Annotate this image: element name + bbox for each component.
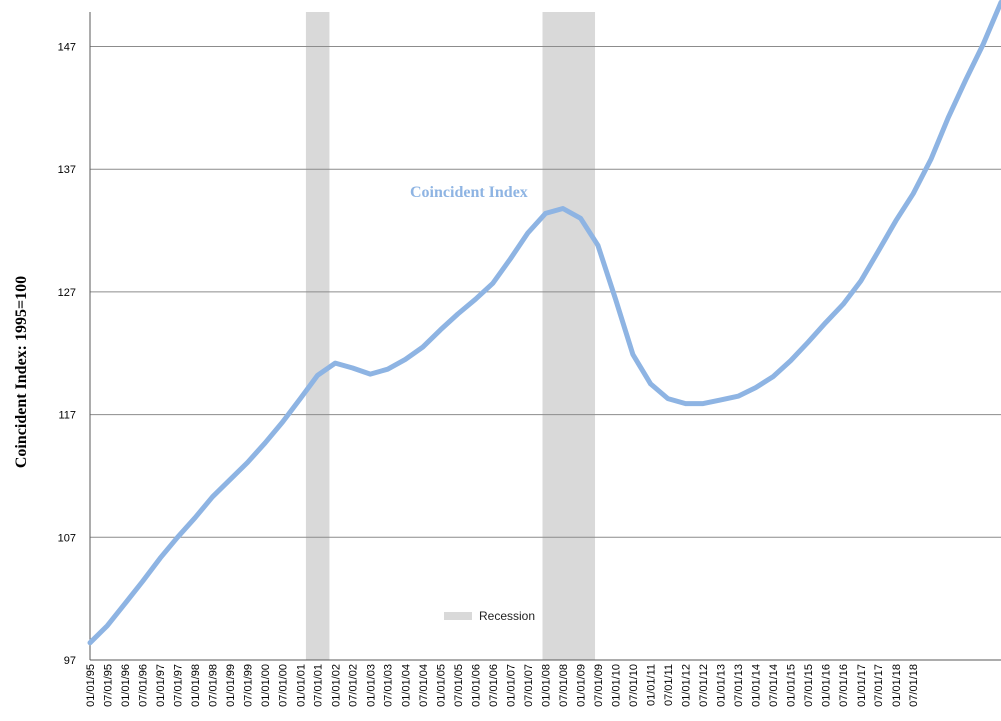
- y-tick-label: 107: [58, 532, 76, 544]
- x-tick-label: 07/01/98: [207, 664, 219, 707]
- x-tick-label: 01/01/01: [295, 664, 307, 707]
- x-tick-label: 01/01/98: [190, 664, 202, 707]
- x-tick-label: 07/01/95: [102, 664, 114, 707]
- x-tick-label: 01/01/04: [400, 664, 412, 707]
- x-tick-label: 01/01/06: [470, 664, 482, 707]
- x-tick-label: 07/01/05: [453, 664, 465, 707]
- x-tick-label: 07/01/01: [313, 664, 325, 707]
- legend-label-recession: Recession: [479, 609, 536, 623]
- y-tick-label: 147: [58, 42, 76, 54]
- x-tick-label: 01/01/18: [891, 664, 903, 707]
- x-tick-label: 07/01/17: [873, 664, 885, 707]
- x-tick-label: 01/01/14: [751, 664, 763, 707]
- x-tick-label: 07/01/02: [348, 664, 360, 707]
- x-tick-label: 07/01/03: [383, 664, 395, 707]
- x-tick-label: 07/01/09: [593, 664, 605, 707]
- x-tick-label: 01/01/02: [330, 664, 342, 707]
- y-axis-label: Coincident Index: 1995=100: [13, 275, 30, 469]
- x-tick-label: 01/01/17: [856, 664, 868, 707]
- x-tick-label: 01/01/97: [155, 664, 167, 707]
- x-tick-label: 01/01/10: [611, 664, 623, 707]
- x-tick-label: 07/01/16: [838, 664, 850, 707]
- x-tick-label: 07/01/12: [698, 664, 710, 707]
- x-tick-label: 07/01/13: [733, 664, 745, 707]
- x-tick-label: 01/01/07: [505, 664, 517, 707]
- x-tick-label: 07/01/97: [172, 664, 184, 707]
- series-line-1: [87, 0, 1001, 646]
- x-tick-label: 07/01/18: [908, 664, 920, 707]
- x-tick-label: 01/01/99: [225, 664, 237, 707]
- x-tick-label: 07/01/06: [488, 664, 500, 707]
- x-tick-label: 01/01/95: [85, 664, 97, 707]
- x-tick-label: 01/01/08: [540, 664, 552, 707]
- x-tick-label: 07/01/10: [628, 664, 640, 707]
- recession-band-1: [305, 12, 330, 660]
- x-tick-label: 01/01/15: [786, 664, 798, 707]
- x-tick-label: 01/01/00: [260, 664, 272, 707]
- recession-band-2: [542, 12, 596, 660]
- x-tick-label: 07/01/14: [768, 664, 780, 707]
- legend-swatch-recession: [444, 612, 472, 620]
- x-tick-label: 07/01/96: [137, 664, 149, 707]
- y-tick-label: 137: [58, 164, 76, 176]
- x-tick-label: 01/01/16: [821, 664, 833, 707]
- legend: Recession: [444, 609, 535, 623]
- x-tick-label: 07/01/00: [278, 664, 290, 707]
- y-tick-label: 117: [58, 410, 76, 422]
- y-tick-label: 97: [64, 655, 76, 667]
- x-tick-label: 07/01/15: [803, 664, 815, 707]
- series-label: Coincident Index: [410, 184, 528, 201]
- x-tick-label: 01/01/12: [681, 664, 693, 707]
- x-tick-label: 07/01/04: [418, 664, 430, 707]
- x-tick-label: 07/01/99: [243, 664, 255, 707]
- x-tick-label: 07/01/08: [558, 664, 570, 707]
- x-tick-label: 01/01/96: [120, 664, 132, 707]
- x-tick-label: 01/01/09: [576, 664, 588, 707]
- x-tick-label: 07/01/11: [663, 664, 675, 706]
- x-tick-label: 01/01/03: [365, 664, 377, 707]
- x-tick-label: 07/01/07: [523, 664, 535, 707]
- x-tick-label: 01/01/13: [716, 664, 728, 707]
- y-tick-label: 127: [58, 287, 76, 299]
- x-tick-label: 01/01/05: [435, 664, 447, 707]
- x-tick-label: 01/01/11: [646, 664, 658, 706]
